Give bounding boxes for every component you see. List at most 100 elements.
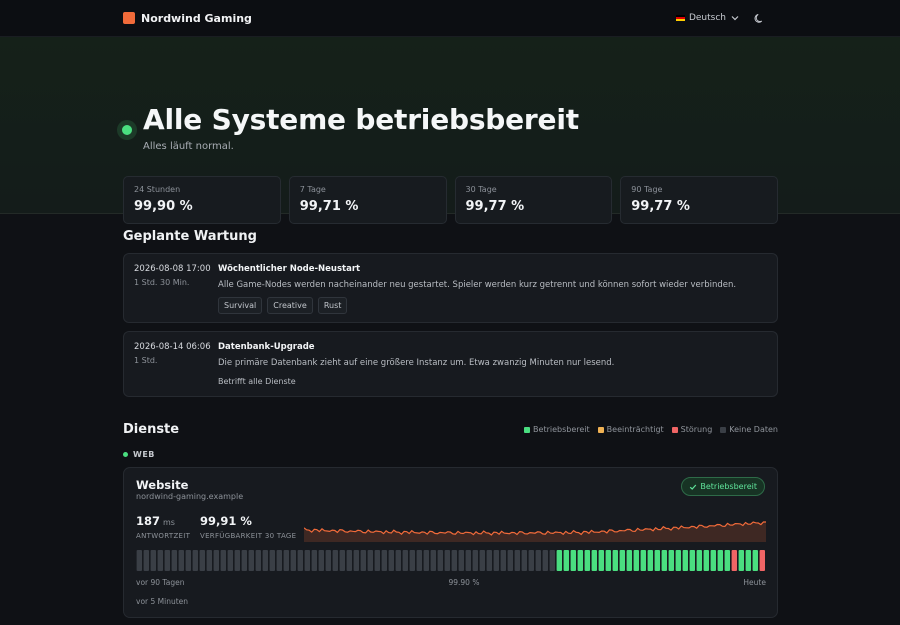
uptime-day-bar[interactable] [346, 550, 352, 571]
uptime-day-bar[interactable] [507, 550, 513, 571]
theme-toggle-moon-icon[interactable] [754, 13, 765, 24]
uptime-day-bar[interactable] [605, 550, 611, 571]
uptime-day-bar[interactable] [325, 550, 331, 571]
uptime-day-bar[interactable] [395, 550, 401, 571]
uptime-day-bar[interactable] [486, 550, 492, 571]
uptime-day-bar[interactable] [164, 550, 170, 571]
uptime-day-bar[interactable] [514, 550, 520, 571]
uptime-day-bar[interactable] [619, 550, 625, 571]
uptime-day-bar[interactable] [402, 550, 408, 571]
uptime-day-bar[interactable] [563, 550, 569, 571]
uptime-day-bar[interactable] [227, 550, 233, 571]
uptime-day-bar[interactable] [381, 550, 387, 571]
uptime-day-bar[interactable] [332, 550, 338, 571]
uptime-day-bar[interactable] [206, 550, 212, 571]
uptime-day-bar[interactable] [248, 550, 254, 571]
uptime-day-bar[interactable] [633, 550, 639, 571]
uptime-day-bar[interactable] [626, 550, 632, 571]
uptime-day-bar[interactable] [367, 550, 373, 571]
uptime-day-bar[interactable] [234, 550, 240, 571]
uptime-day-bar[interactable] [640, 550, 646, 571]
maintenance-item[interactable]: 2026-08-08 17:00 1 Std. 30 Min. Wöchentl… [123, 253, 778, 323]
uptime-day-bar[interactable] [185, 550, 191, 571]
uptime-day-bar[interactable] [521, 550, 527, 571]
uptime-day-bar[interactable] [283, 550, 289, 571]
uptime-day-bar[interactable] [710, 550, 716, 571]
service-group-header: WEB [123, 450, 155, 459]
uptime-day-bar[interactable] [703, 550, 709, 571]
uptime-day-bar[interactable] [437, 550, 443, 571]
maintenance-item[interactable]: 2026-08-14 06:06 1 Std. Datenbank-Upgrad… [123, 331, 778, 397]
maintenance-date: 2026-08-08 17:00 [134, 264, 211, 274]
uptime-day-bar[interactable] [178, 550, 184, 571]
language-selector[interactable]: Deutsch [675, 13, 740, 23]
uptime-day-bar[interactable] [213, 550, 219, 571]
uptime-day-bar[interactable] [584, 550, 590, 571]
uptime-day-bar[interactable] [717, 550, 723, 571]
uptime-day-bar[interactable] [577, 550, 583, 571]
uptime-day-bar[interactable] [220, 550, 226, 571]
uptime-day-bar[interactable] [745, 550, 751, 571]
uptime-day-bar[interactable] [661, 550, 667, 571]
uptime-day-bar[interactable] [430, 550, 436, 571]
uptime-day-bar[interactable] [458, 550, 464, 571]
uptime-day-bar[interactable] [136, 550, 142, 571]
uptime-day-bar[interactable] [654, 550, 660, 571]
maintenance-date: 2026-08-14 06:06 [134, 342, 211, 352]
uptime-day-bar[interactable] [647, 550, 653, 571]
uptime-day-bar[interactable] [472, 550, 478, 571]
uptime-day-bar[interactable] [668, 550, 674, 571]
maintenance-title: Datenbank-Upgrade [218, 342, 315, 352]
uptime-day-bar[interactable] [752, 550, 758, 571]
uptime-day-bar[interactable] [374, 550, 380, 571]
uptime-day-bar[interactable] [535, 550, 541, 571]
uptime-day-bar[interactable] [150, 550, 156, 571]
uptime-day-bar[interactable] [598, 550, 604, 571]
uptime-day-bar[interactable] [262, 550, 268, 571]
uptime-day-bar[interactable] [241, 550, 247, 571]
uptime-day-bar[interactable] [570, 550, 576, 571]
uptime-day-bar[interactable] [143, 550, 149, 571]
uptime-day-bar[interactable] [500, 550, 506, 571]
uptime-day-bar[interactable] [682, 550, 688, 571]
uptime-day-bar[interactable] [731, 550, 737, 571]
uptime-day-bar[interactable] [269, 550, 275, 571]
uptime-day-bar[interactable] [556, 550, 562, 571]
uptime-day-bar[interactable] [423, 550, 429, 571]
uptime-day-bar[interactable] [255, 550, 261, 571]
uptime-day-bar[interactable] [724, 550, 730, 571]
uptime-day-bar[interactable] [591, 550, 597, 571]
uptime-day-bar[interactable] [199, 550, 205, 571]
uptime-day-bar[interactable] [528, 550, 534, 571]
uptime-day-bar[interactable] [465, 550, 471, 571]
uptime-day-bar[interactable] [451, 550, 457, 571]
uptime-day-bar[interactable] [675, 550, 681, 571]
uptime-day-bar[interactable] [493, 550, 499, 571]
uptime-day-bar[interactable] [276, 550, 282, 571]
uptime-day-bar[interactable] [388, 550, 394, 571]
uptime-day-bar[interactable] [171, 550, 177, 571]
uptime-day-bar[interactable] [157, 550, 163, 571]
uptime-day-bar[interactable] [759, 550, 765, 571]
uptime-day-bar[interactable] [297, 550, 303, 571]
uptime-day-bar[interactable] [311, 550, 317, 571]
uptime-day-bar[interactable] [689, 550, 695, 571]
uptime-day-bar[interactable] [416, 550, 422, 571]
uptime-day-bar[interactable] [409, 550, 415, 571]
uptime-day-bar[interactable] [542, 550, 548, 571]
uptime-day-bar[interactable] [479, 550, 485, 571]
uptime-day-bar[interactable] [696, 550, 702, 571]
uptime-day-bar[interactable] [304, 550, 310, 571]
uptime-day-bar[interactable] [192, 550, 198, 571]
uptime-day-bar[interactable] [549, 550, 555, 571]
uptime-day-bar[interactable] [360, 550, 366, 571]
uptime-day-bar[interactable] [318, 550, 324, 571]
uptime-day-bar[interactable] [612, 550, 618, 571]
uptime-day-bar[interactable] [738, 550, 744, 571]
uptime-day-bar[interactable] [444, 550, 450, 571]
uptime-day-bar[interactable] [353, 550, 359, 571]
uptime-day-bar[interactable] [339, 550, 345, 571]
brand[interactable]: Nordwind Gaming [123, 12, 252, 25]
uptime-day-bar[interactable] [290, 550, 296, 571]
service-card[interactable]: Website nordwind-gaming.example Betriebs… [123, 467, 778, 618]
